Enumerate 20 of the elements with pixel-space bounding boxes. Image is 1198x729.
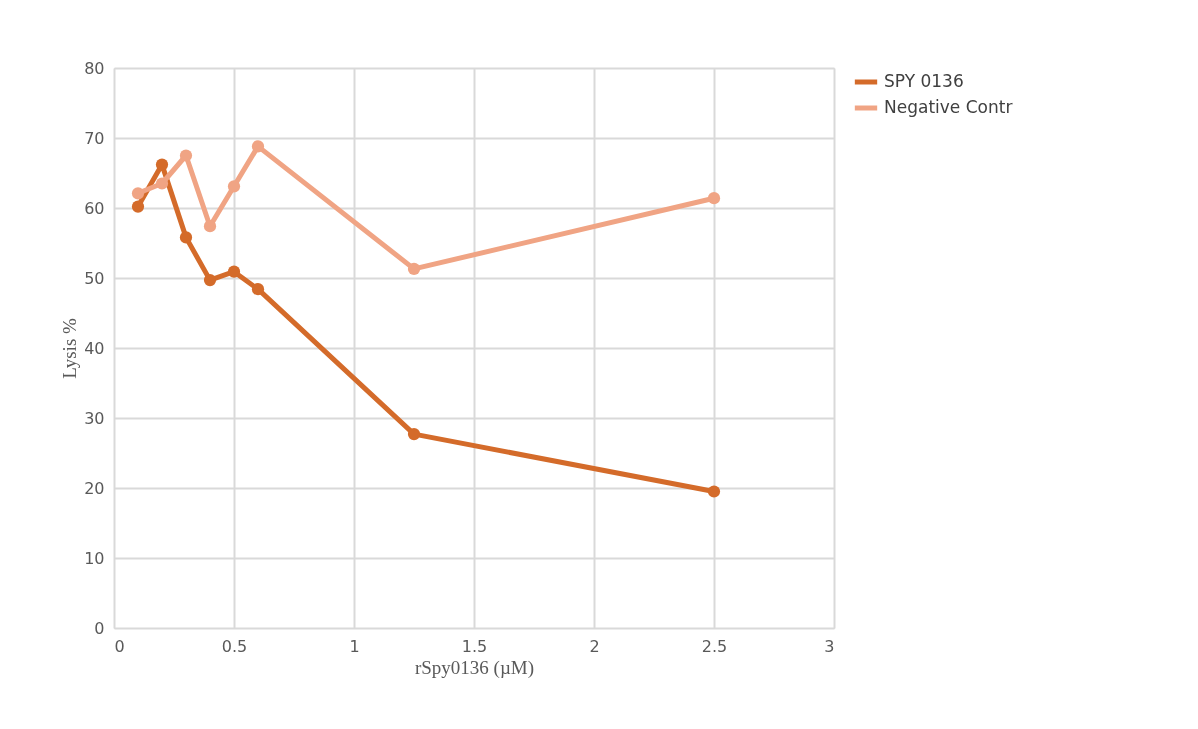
- x-tick-label: 0.5: [221, 636, 248, 656]
- y-tick-label: 50: [84, 268, 105, 288]
- legend-label: Negative Contr: [884, 97, 1013, 117]
- y-tick-label: 30: [84, 408, 105, 428]
- y-tick-label: 60: [84, 198, 105, 218]
- y-tick-label: 40: [84, 338, 105, 358]
- y-axis-title: Lysis %: [59, 317, 81, 379]
- y-tick-label: 0: [94, 618, 105, 638]
- y-tick-label: 10: [84, 548, 105, 568]
- legend-label: SPY 0136: [884, 71, 964, 91]
- y-tick-label: 70: [84, 128, 105, 148]
- x-tick-label: 3: [824, 636, 835, 656]
- x-tick-label: 2: [589, 636, 600, 656]
- x-tick-label: 2.5: [701, 636, 728, 656]
- y-tick-label: 80: [84, 58, 105, 78]
- y-tick-label: 20: [84, 478, 105, 498]
- x-tick-label: 1: [349, 636, 360, 656]
- x-axis-title: rSpy0136 (µM): [414, 656, 535, 679]
- x-tick-label: 0: [114, 636, 125, 656]
- x-tick-label: 1.5: [461, 636, 488, 656]
